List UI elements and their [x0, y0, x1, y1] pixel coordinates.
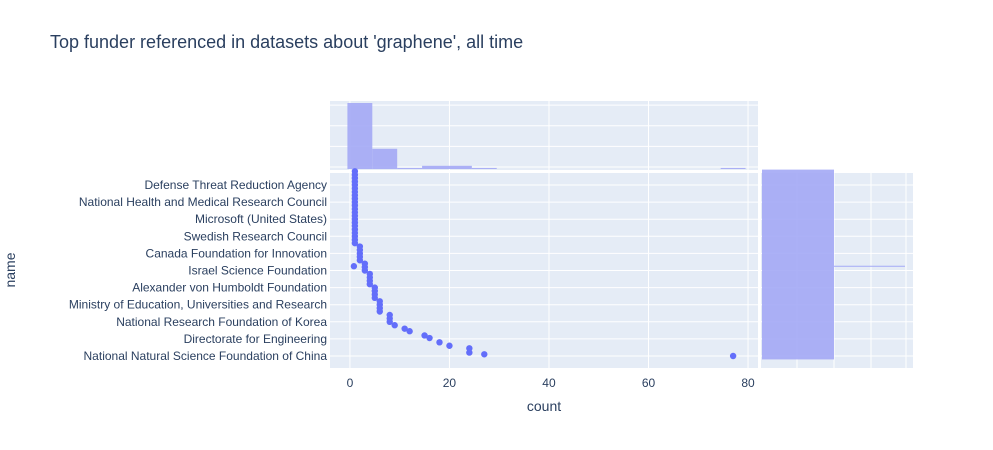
scatter-point	[406, 328, 413, 335]
scatter-point	[366, 270, 374, 278]
scatter-point	[436, 339, 443, 346]
scatter-point	[361, 260, 369, 267]
y-tick-label: Alexander von Humboldt Foundation	[132, 281, 327, 295]
top-histogram-bar	[471, 167, 497, 169]
x-tick-label: 60	[642, 376, 656, 390]
x-tick-label: 0	[347, 376, 354, 390]
y-tick-label: Canada Foundation for Innovation	[146, 246, 327, 260]
top-histogram-area	[330, 101, 758, 170]
top-histogram-bar	[397, 167, 423, 169]
x-tick-label: 20	[443, 376, 457, 390]
scatter-point	[446, 342, 453, 349]
y-tick-label: Defense Threat Reduction Agency	[144, 178, 327, 192]
right-histogram-bar	[762, 169, 834, 360]
scatter-point	[421, 332, 428, 339]
y-tick-label: National Health and Medical Research Cou…	[79, 195, 327, 209]
main-grid	[330, 173, 758, 368]
x-axis-title: count	[527, 398, 561, 414]
scatter-point	[466, 345, 473, 352]
y-tick-label: Israel Science Foundation	[188, 264, 327, 278]
scatter-point	[386, 311, 393, 319]
scatter-point	[350, 263, 358, 270]
scatter-points	[350, 168, 737, 360]
y-tick-label: Swedish Research Council	[184, 229, 327, 243]
x-tick-labels: 0 20 40 60 80	[347, 376, 755, 390]
right-histogram-bars	[762, 169, 905, 360]
scatter-point	[356, 243, 364, 250]
y-axis-title: name	[2, 252, 18, 287]
top-histogram-bar	[720, 167, 746, 169]
y-tick-label: Microsoft (United States)	[195, 212, 327, 226]
scatter-point	[481, 351, 488, 358]
y-tick-label: National Natural Science Foundation of C…	[84, 349, 328, 363]
scatter-point	[391, 322, 398, 329]
y-tick-label: Ministry of Education, Universities and …	[69, 298, 327, 312]
y-tick-label: Directorate for Engineering	[184, 332, 327, 346]
scatter-point	[376, 298, 383, 305]
top-histogram-bar	[422, 165, 472, 169]
scatter-point	[371, 284, 378, 291]
scatter-point	[401, 325, 408, 332]
x-tick-label: 80	[741, 376, 755, 390]
scatter-point	[351, 168, 359, 175]
top-histogram-bars	[347, 103, 746, 169]
y-tick-label: National Research Foundation of Korea	[116, 315, 327, 329]
top-histogram-bar	[347, 103, 373, 169]
scatter-point	[729, 352, 737, 360]
x-tick-label: 40	[542, 376, 556, 390]
scatter-point	[426, 334, 433, 342]
y-tick-labels: National Natural Science Foundation of C…	[69, 178, 327, 363]
chart-title: Top funder referenced in datasets about …	[50, 32, 524, 52]
top-grid	[330, 101, 758, 170]
top-histogram-bar	[372, 148, 398, 169]
